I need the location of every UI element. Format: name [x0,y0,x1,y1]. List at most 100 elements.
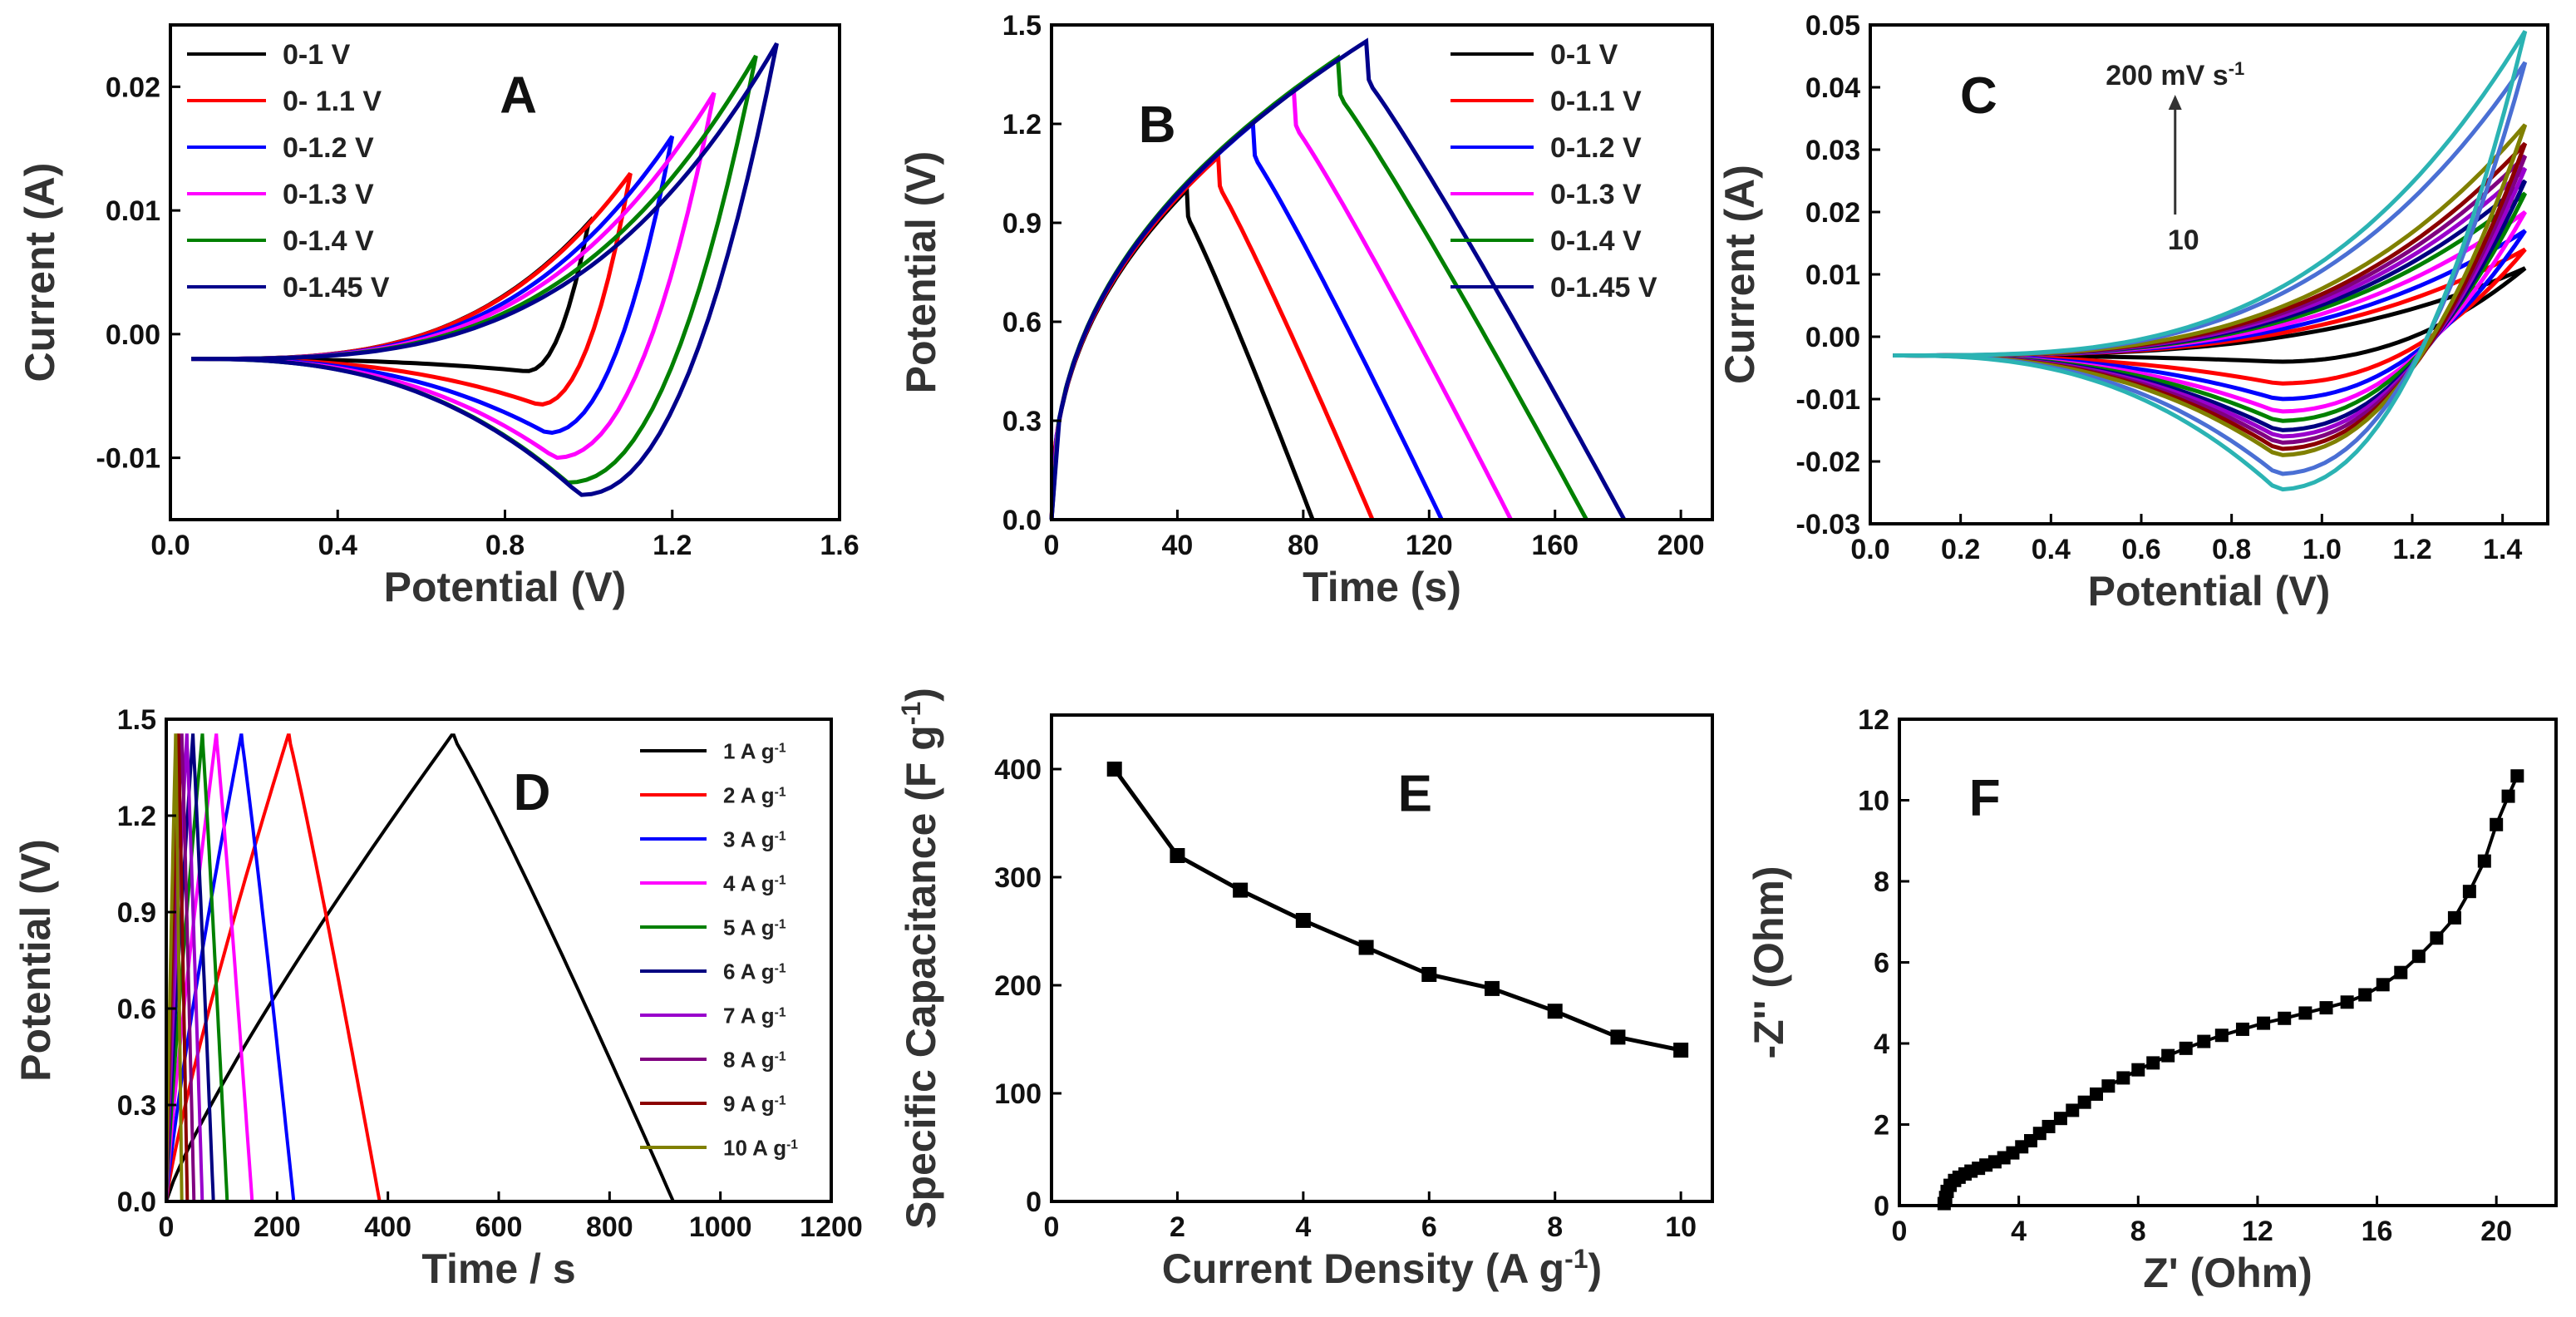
y-tick-label: 400 [994,754,1042,786]
series-line [165,733,184,1202]
legend-label: 8 A g-1 [723,1047,786,1072]
y-tick-label: 0.6 [117,994,156,1025]
legend-label: 5 A g-1 [723,915,786,940]
x-tick-label: 160 [1531,530,1579,561]
annotation-scan-rate-min: 10 [2168,224,2199,256]
y-axis-title-text: Potential (V) [12,839,59,1082]
legend-label-text: 10 A g [723,1135,786,1160]
y-tick-label: 6 [1874,948,1889,979]
y-axis-title-text: Current (A) [1717,165,1763,384]
x-tick-label: 400 [364,1211,411,1243]
x-axis-title-text: Potential (V) [384,564,627,610]
x-tick-label: 6 [1421,1211,1437,1243]
series-line [1112,767,1682,1053]
annotation-scan-rate-text: 200 mV s [2106,60,2228,91]
legend-label-superscript: -1 [775,961,786,975]
y-tick-label: 0 [1026,1186,1042,1218]
x-tick-label: 0.8 [485,530,525,561]
legend-label: 1 A g-1 [723,738,786,763]
y-axis-title-text: -Z'' (Ohm) [1746,866,1792,1058]
legend-label-superscript: -1 [775,917,786,931]
data-point [2376,978,2390,992]
y-tick-label: 0.6 [1002,307,1042,338]
data-point [2394,965,2408,979]
legend-label-superscript: -1 [775,873,786,887]
panel-letter: A [500,67,537,124]
legend-label-text: 6 A g [723,959,775,984]
y-tick-label: 0.04 [1805,72,1860,104]
series-line [1049,119,1444,521]
x-tick-label: 20 [2480,1216,2512,1247]
y-axis-title: Potential (V) [898,151,944,394]
y-tick-label: 0.9 [117,897,156,929]
x-tick-label: 0 [1892,1216,1908,1247]
legend-label: 0-1.3 V [1550,179,1642,210]
y-tick-label: 1.2 [1002,109,1042,141]
annotation-scan-rate-max: 200 mV s-1 [2106,58,2244,92]
legend-label-text: 0-1.4 V [1550,225,1642,257]
series-line [165,733,296,1202]
legend-label: 0-1 V [283,39,351,71]
y-tick-label: 200 [994,970,1042,1002]
y-tick-label: 0.9 [1002,208,1042,239]
data-point [1673,1043,1689,1058]
data-point [2340,995,2354,1009]
legend-label: 10 A g-1 [723,1135,798,1160]
x-tick-label: 16 [2362,1216,2393,1247]
legend-label-text: 0-1.2 V [283,132,374,164]
legend-label: 0-1.1 V [1550,86,1642,117]
data-point [2179,1041,2193,1055]
annotation-arrowhead [2168,95,2182,110]
data-point [2131,1063,2145,1077]
chart-panel-d: 1 A g-12 A g-13 A g-14 A g-15 A g-16 A g… [12,704,863,1292]
x-tick-label: 8 [2130,1216,2146,1247]
y-tick-label: 0.02 [106,72,160,103]
x-axis-title-text: Time / s [421,1245,575,1292]
x-axis-title-text: Potential (V) [2088,568,2331,614]
data-point [2161,1048,2175,1063]
series-line [1893,30,2528,492]
data-point [1547,1004,1563,1019]
panel-letter: E [1398,766,1432,823]
y-axis-title: -Z'' (Ohm) [1746,866,1792,1058]
y-axis-title: Current (A) [1717,165,1763,384]
data-point [1106,762,1122,777]
y-axis-title: Potential (V) [12,839,59,1082]
y-tick-label: -0.02 [1796,446,1861,478]
x-axis-title-text: Current Density (A g [1162,1245,1564,1292]
x-tick-label: 1000 [689,1211,752,1243]
y-tick-label: 10 [1858,786,1889,817]
data-point [2319,1001,2333,1015]
series-line [1049,152,1375,520]
y-tick-label: 0.00 [1805,322,1860,353]
y-tick-label: 0.0 [117,1186,156,1218]
y-tick-label: 0 [1874,1191,1889,1222]
x-tick-label: 8 [1547,1211,1563,1243]
legend-label: 2 A g-1 [723,782,786,807]
x-axis-title: Current Density (A g-1) [1162,1244,1602,1292]
y-tick-label: 1.5 [117,704,156,736]
data-point [2146,1056,2160,1070]
data-point [2053,1112,2067,1126]
y-tick-label: 0.00 [106,319,160,351]
legend-label-superscript: -1 [775,741,786,755]
data-point [1358,940,1374,955]
legend-label-text: 0-1.45 V [283,272,390,303]
x-tick-label: 0.4 [2032,534,2071,565]
y-tick-label: 0.01 [106,195,160,227]
x-axis-title: Time / s [421,1245,575,1292]
x-tick-label: 1.2 [2392,534,2431,565]
data-point [1485,980,1500,996]
x-tick-label: 0.6 [2121,534,2160,565]
x-tick-label: 4 [1295,1211,1311,1243]
series-line [165,733,675,1202]
data-point [1295,913,1311,928]
data-point [2116,1071,2130,1085]
legend-label-text: 0-1.3 V [1550,179,1642,210]
y-axis-title: Specific Capacitance (F g-1) [896,688,944,1229]
data-point [2430,931,2444,945]
x-axis-title-superscript: -1 [1564,1244,1588,1274]
